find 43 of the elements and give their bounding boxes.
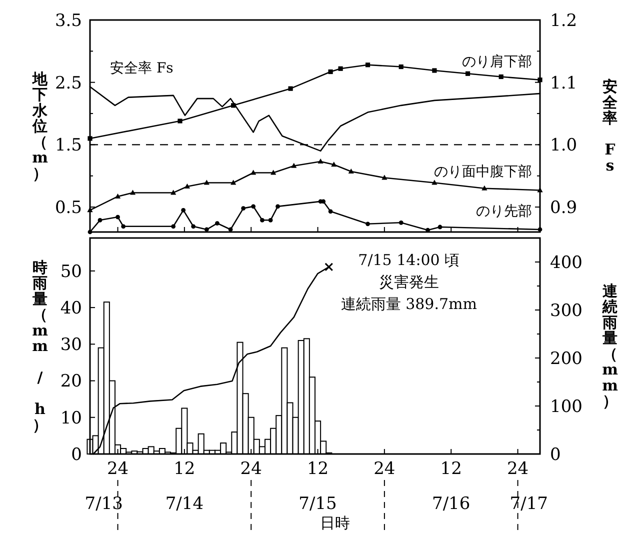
series-label: 安全率 Fs — [110, 60, 174, 77]
y-tick-label: 2.5 — [54, 73, 82, 94]
text: 7/16 — [432, 494, 470, 514]
x-axis-title: 日時 — [320, 514, 350, 532]
y2-tick-label: 400 — [550, 252, 582, 273]
y2-axis-title: 安全率 Fs — [602, 78, 618, 174]
text: 7/13 — [84, 494, 123, 514]
x-tick-label: 24 — [374, 459, 396, 479]
y-tick-label: 1.5 — [54, 136, 82, 156]
x-tick-label: 24 — [506, 459, 529, 479]
annotation: 7/15 14:00 頃 — [358, 250, 460, 269]
series-label: のり先部 — [476, 204, 532, 220]
y-axis-title: 地下水位（m） — [32, 70, 48, 182]
y2-tick-label: 100 — [550, 396, 582, 417]
x-tick-label: 24 — [240, 459, 262, 479]
y2-tick-label: 1.0 — [550, 136, 578, 156]
y-tick-label: 50 — [60, 262, 82, 282]
text: 7/14 — [165, 494, 204, 514]
y2-tick-label: 1.1 — [550, 73, 578, 94]
annotation: 災害発生 — [378, 272, 439, 291]
y2-tick-label: 0 — [550, 444, 561, 465]
text: 時雨量（mm / h） — [32, 258, 48, 434]
annotation: 連続雨量 389.7mm — [340, 294, 477, 313]
y2-tick-label: 1.2 — [550, 10, 578, 31]
y2-tick-label: 300 — [550, 300, 582, 321]
y-tick-label: 30 — [60, 335, 82, 356]
series-label: のり面中腹下部 — [434, 164, 532, 180]
y-tick-label: 3.5 — [54, 10, 82, 31]
y2-axis-title: 連続雨量（mm） — [602, 282, 618, 410]
text: 7/15 — [298, 494, 337, 514]
y2-tick-label: 0.9 — [550, 198, 578, 218]
y2-tick-label: 200 — [550, 348, 582, 369]
series-label: のり肩下部 — [462, 54, 532, 70]
y-tick-label: 20 — [60, 372, 82, 392]
x-tick-label: 12 — [440, 459, 462, 479]
x-tick-label: 12 — [174, 459, 196, 479]
text: 7/17 — [510, 494, 548, 514]
x-tick-label: 24 — [106, 459, 129, 479]
y-tick-label: 0.5 — [54, 198, 82, 218]
y-tick-label: 10 — [60, 408, 82, 428]
y-tick-label: 0 — [71, 444, 82, 465]
y-tick-label: 40 — [60, 298, 82, 319]
x-tick-label: 12 — [306, 459, 329, 479]
